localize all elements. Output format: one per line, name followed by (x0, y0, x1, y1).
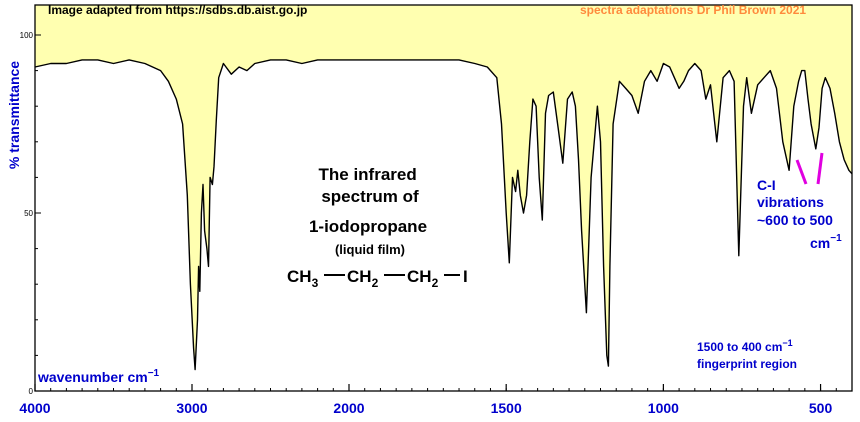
x-tick-label: 4000 (19, 400, 50, 416)
fingerprint-annotation: 1500 to 400 cm−1 fingerprint region (697, 338, 797, 371)
formula-iodine: I (463, 267, 468, 286)
y-tick-label: 0 (29, 387, 34, 396)
y-tick-label: 100 (20, 31, 34, 40)
x-axis-ticks: 4000 3000 2000 1500 1000 500 (19, 384, 853, 416)
x-tick-label: 2000 (333, 400, 364, 416)
chart-title: The infrared spectrum of (319, 165, 422, 206)
ci-annotation-line4: cm−1 (810, 233, 842, 251)
y-axis-label: % transmittance (6, 61, 22, 169)
header-source-credit: Image adapted from https://sdbs.db.aist.… (48, 3, 307, 17)
y-axis-ticks: 100 50 0 (20, 31, 41, 396)
x-tick-label: 3000 (176, 400, 207, 416)
formula-ch3: CH3 (287, 267, 319, 290)
fingerprint-annotation-line2: fingerprint region (697, 357, 797, 371)
ci-marker-right (816, 152, 824, 185)
y-tick-label: 50 (24, 209, 33, 218)
x-tick-label: 500 (809, 400, 833, 416)
ci-annotation-line2: vibrations (757, 194, 824, 210)
structural-formula: CH3 CH2 CH2 I (287, 267, 468, 290)
x-tick-label: 1000 (648, 400, 679, 416)
header-author-credit: spectra adaptations Dr Phil Brown 2021 (580, 3, 806, 17)
formula-ch2-b: CH2 (407, 267, 439, 290)
chart-title-line2: spectrum of (321, 187, 419, 206)
chart-title-line1: The infrared (319, 165, 417, 184)
absorbance-fill (35, 5, 852, 370)
x-axis-label-sup: −1 (148, 368, 160, 379)
sample-state: (liquid film) (335, 242, 405, 257)
x-tick-label: 1500 (491, 400, 522, 416)
compound-name: 1-iodopropane (309, 217, 427, 236)
fingerprint-annotation-line1: 1500 to 400 cm−1 (697, 338, 793, 354)
ci-annotation-line1: C-I (757, 177, 776, 193)
ci-marker-left (795, 159, 808, 185)
ci-annotation: C-I vibrations ~600 to 500 cm−1 (757, 177, 842, 251)
x-axis-label: wavenumber cm−1 (37, 368, 160, 385)
x-axis-label-text: wavenumber cm (37, 369, 148, 385)
ci-annotation-line3: ~600 to 500 (757, 212, 833, 228)
spectrum-trace (34, 59, 853, 371)
formula-ch2-a: CH2 (347, 267, 379, 290)
